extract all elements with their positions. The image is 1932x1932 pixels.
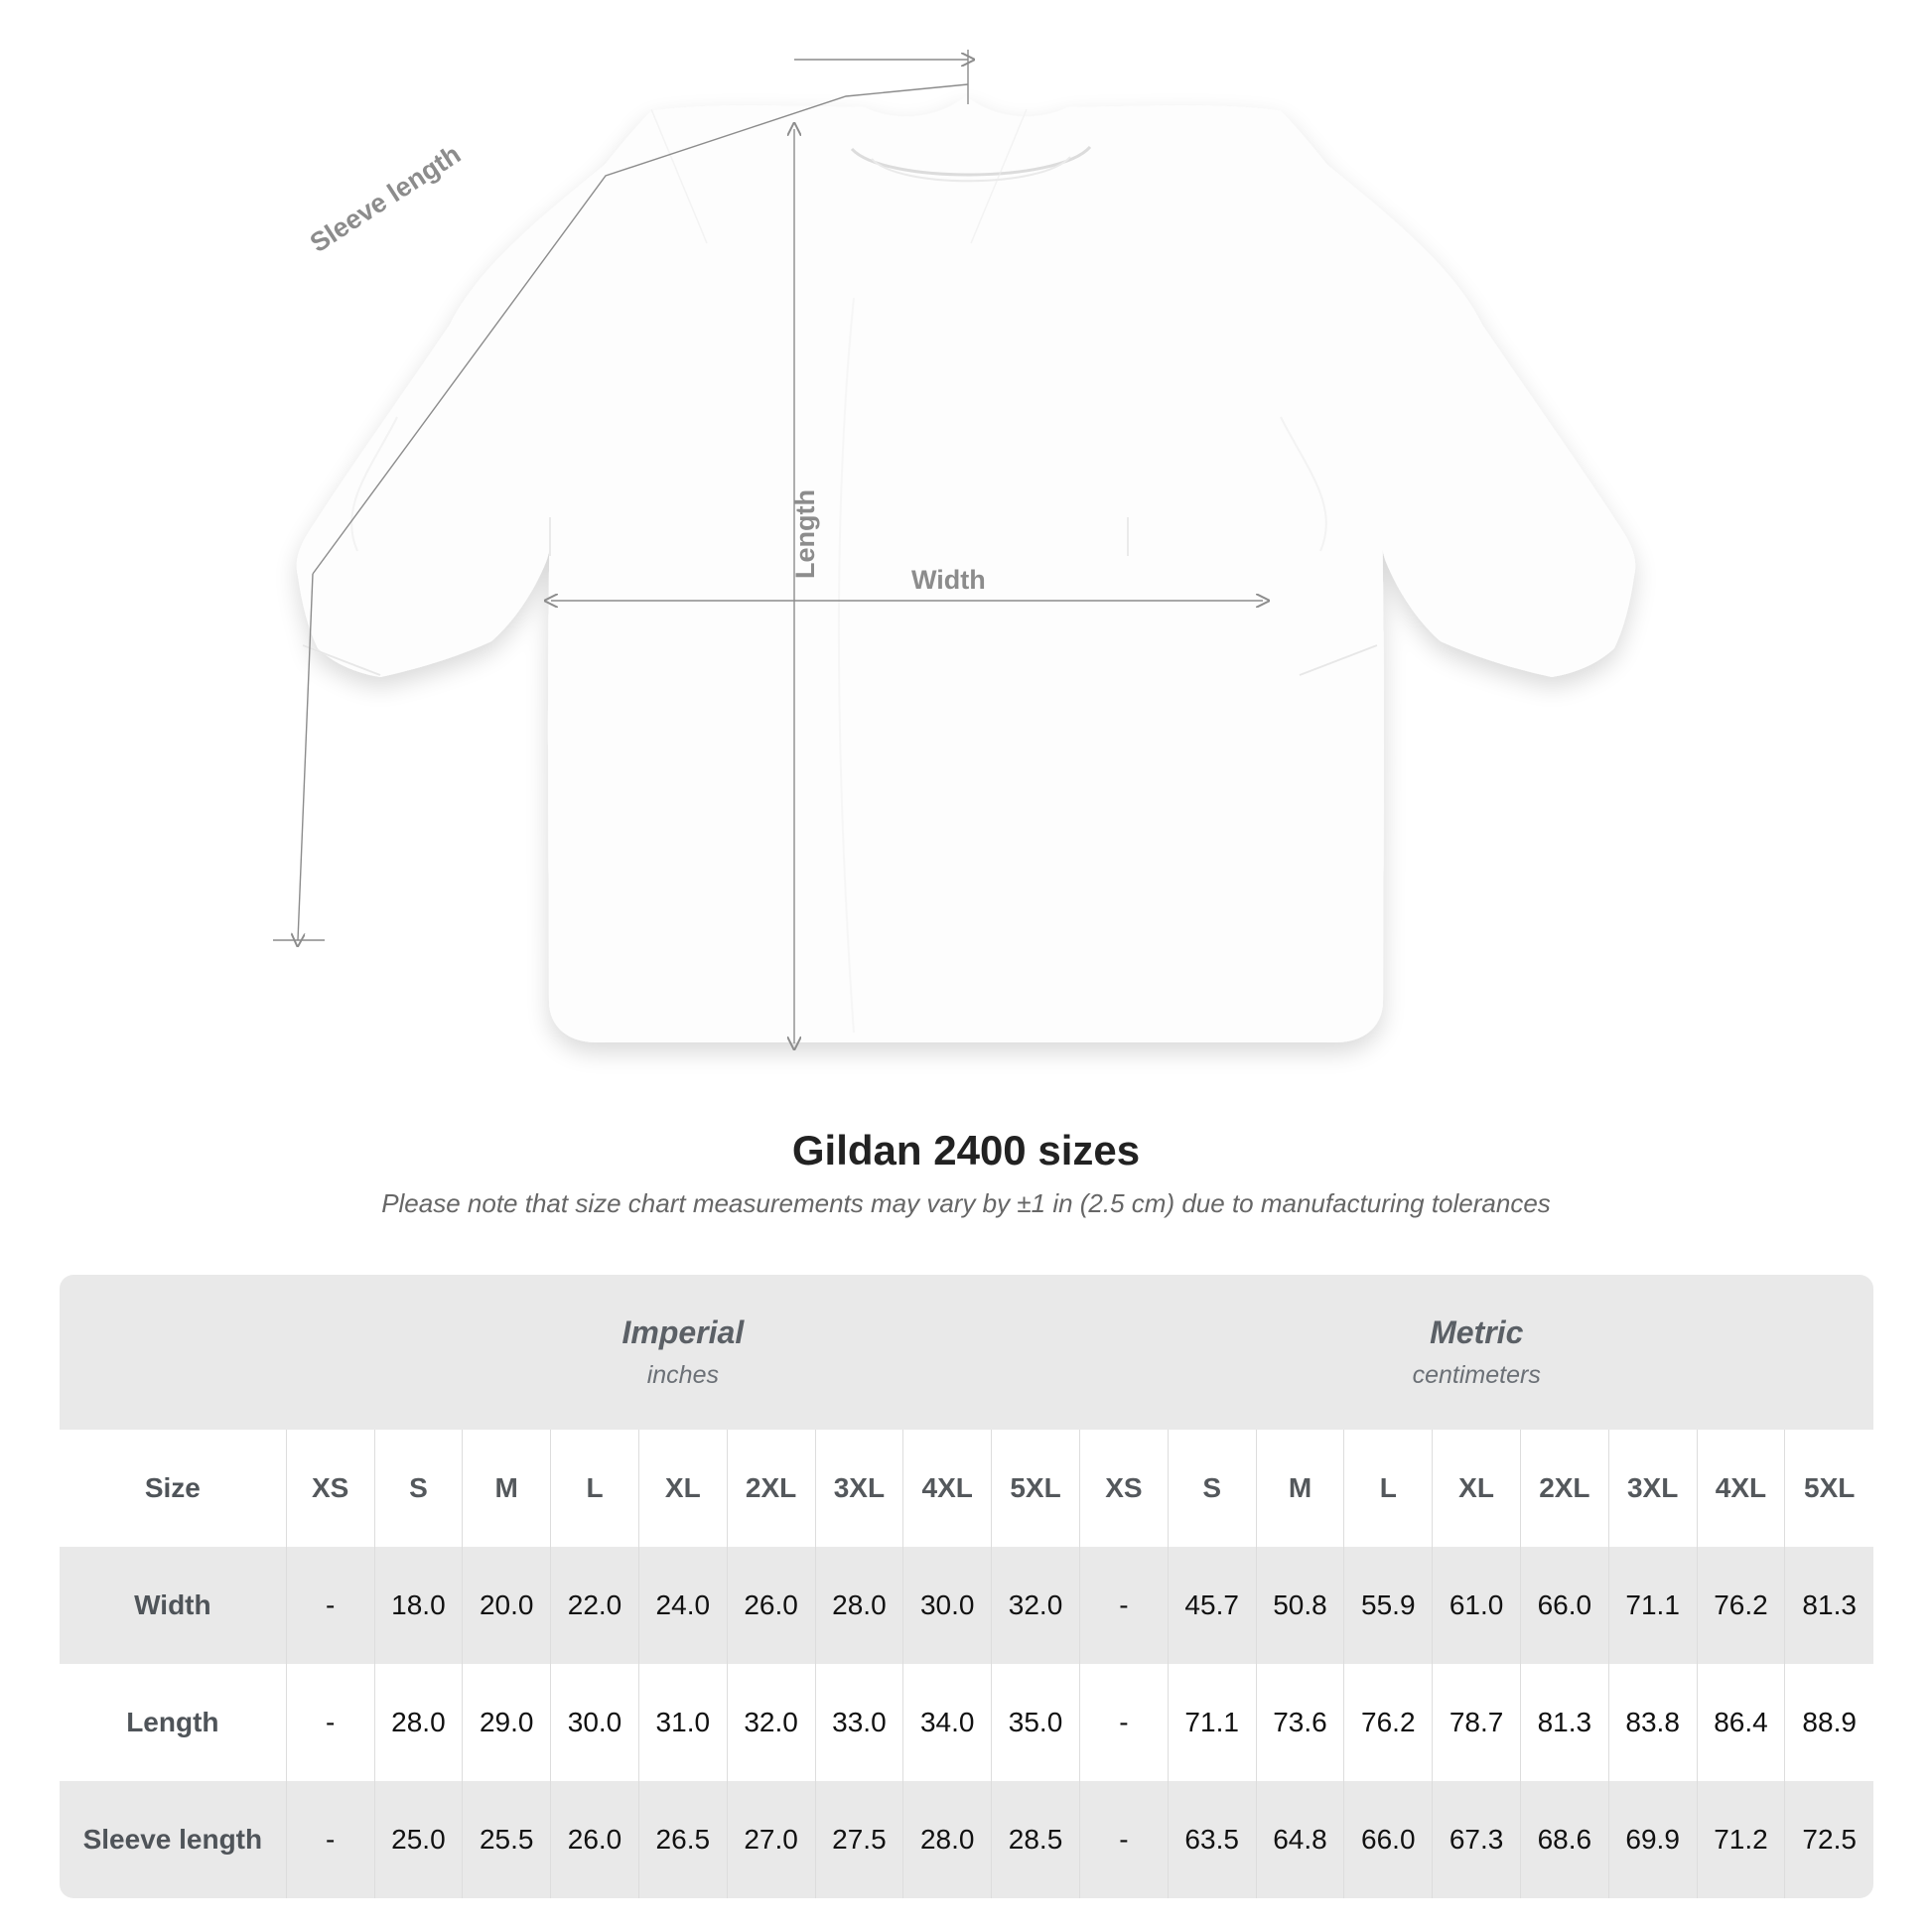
svg-text:Sleeve length: Sleeve length (305, 139, 466, 258)
svg-text:Length: Length (790, 489, 820, 579)
svg-text:Width: Width (911, 565, 986, 595)
